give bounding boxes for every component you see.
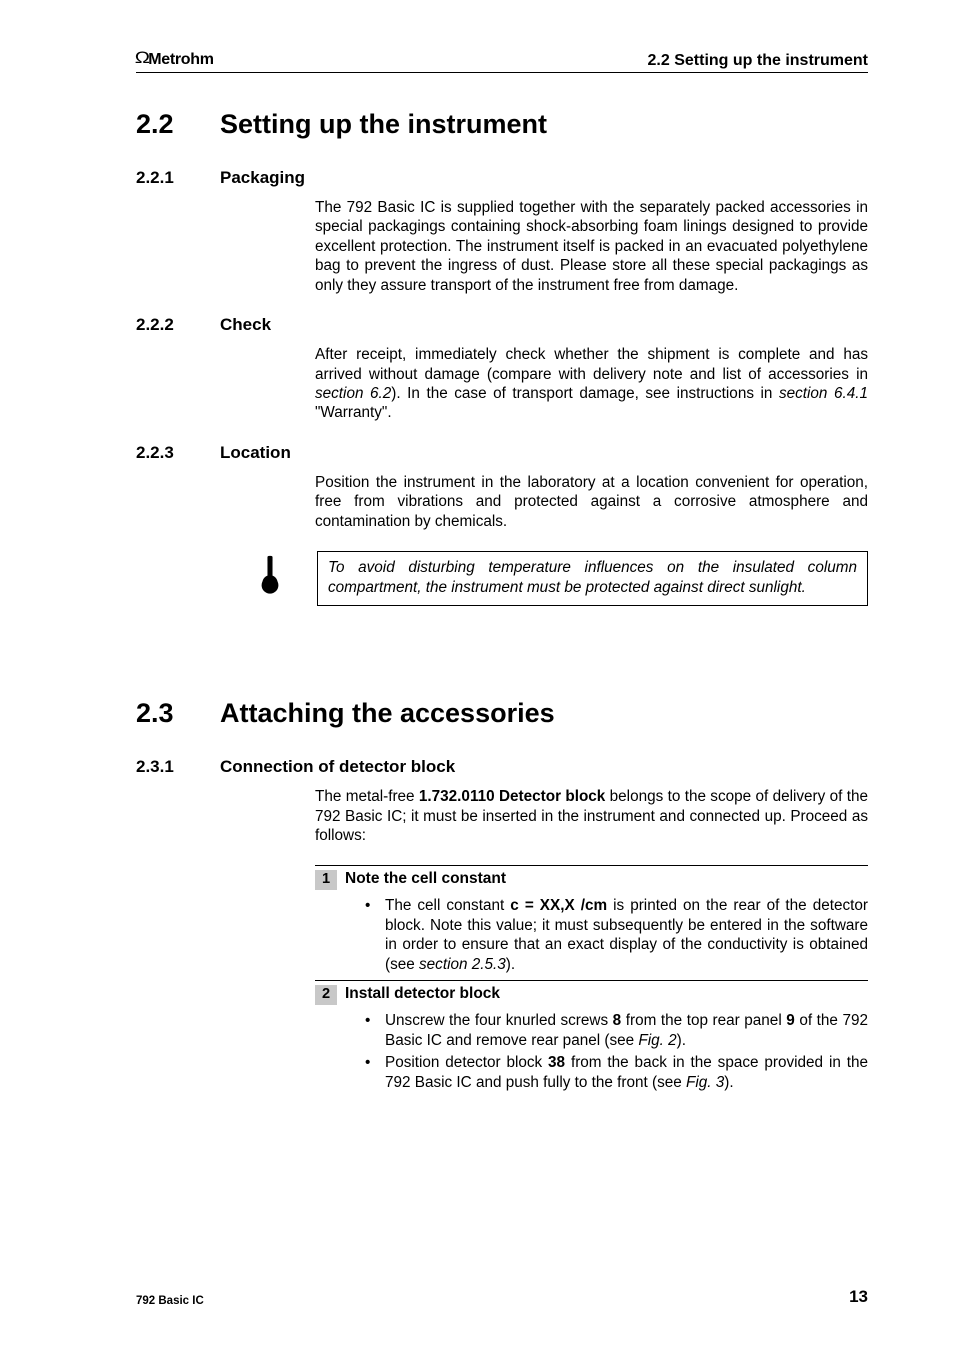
running-header-title: 2.2 Setting up the instrument bbox=[648, 52, 868, 70]
text: ). bbox=[724, 1074, 733, 1091]
step-number: 1 bbox=[315, 870, 337, 890]
subsection-heading: 2.2.1 Packaging bbox=[136, 168, 868, 188]
text-bold: 1.732.0110 Detector block bbox=[419, 788, 605, 805]
text-emphasis: section 6.4.1 bbox=[779, 385, 868, 402]
text: ). In the case of transport damage, see … bbox=[391, 385, 779, 402]
subsection-number: 2.2.3 bbox=[136, 443, 220, 463]
subsection-title: Check bbox=[220, 315, 271, 335]
text: "Warranty". bbox=[315, 404, 392, 421]
warning-icon bbox=[249, 555, 291, 597]
text: ). bbox=[506, 956, 515, 973]
footer-doc-title: 792 Basic IC bbox=[136, 1295, 204, 1307]
text: Unscrew the four knurled screws bbox=[385, 1012, 613, 1029]
page-header: ΩMetrohm 2.2 Setting up the instrument bbox=[136, 50, 868, 73]
warning-note: To avoid disturbing temperature influenc… bbox=[249, 551, 868, 606]
procedure-step: 1 Note the cell constant • The cell cons… bbox=[315, 865, 868, 974]
bullet-text: The cell constant c = XX,X /cm is printe… bbox=[385, 896, 868, 974]
text-heavy: 9 bbox=[786, 1012, 795, 1029]
paragraph: The 792 Basic IC is supplied together wi… bbox=[315, 198, 868, 295]
procedure-step: 2 Install detector block • Unscrew the f… bbox=[315, 980, 868, 1092]
subsection-heading: 2.2.3 Location bbox=[136, 443, 868, 463]
bullet-icon: • bbox=[365, 896, 385, 974]
subsection-title: Connection of detector block bbox=[220, 757, 455, 777]
section-title: Setting up the instrument bbox=[220, 109, 547, 140]
list-item: • The cell constant c = XX,X /cm is prin… bbox=[365, 896, 868, 974]
section-number: 2.3 bbox=[136, 698, 220, 729]
text: The cell constant bbox=[385, 897, 510, 914]
paragraph: After receipt, immediately check whether… bbox=[315, 345, 868, 423]
step-title: Note the cell constant bbox=[345, 870, 506, 888]
page-footer: 792 Basic IC 13 bbox=[136, 1287, 868, 1307]
bullet-text: Position detector block 38 from the back… bbox=[385, 1053, 868, 1092]
list-item: • Unscrew the four knurled screws 8 from… bbox=[365, 1011, 868, 1050]
step-title: Install detector block bbox=[345, 985, 500, 1003]
warning-text: To avoid disturbing temperature influenc… bbox=[317, 551, 868, 606]
section-heading: 2.3 Attaching the accessories bbox=[136, 698, 868, 729]
section-heading: 2.2 Setting up the instrument bbox=[136, 109, 868, 140]
text: ). bbox=[677, 1032, 686, 1049]
section-title: Attaching the accessories bbox=[220, 698, 555, 729]
brand-name: Metrohm bbox=[148, 51, 213, 69]
subsection-heading: 2.2.2 Check bbox=[136, 315, 868, 335]
paragraph: Position the instrument in the laborator… bbox=[315, 473, 868, 531]
spacer bbox=[136, 626, 868, 698]
subsection-number: 2.2.1 bbox=[136, 168, 220, 188]
text-emphasis: section 2.5.3 bbox=[419, 956, 506, 973]
step-header: 1 Note the cell constant bbox=[315, 870, 868, 890]
text: from the top rear panel bbox=[621, 1012, 786, 1029]
subsection-title: Location bbox=[220, 443, 291, 463]
page: ΩMetrohm 2.2 Setting up the instrument 2… bbox=[0, 0, 954, 1128]
footer-page-number: 13 bbox=[849, 1287, 868, 1307]
text-heavy: 8 bbox=[613, 1012, 622, 1029]
omega-icon: Ω bbox=[135, 48, 150, 68]
step-bullets: • Unscrew the four knurled screws 8 from… bbox=[365, 1011, 868, 1092]
subsection-number: 2.3.1 bbox=[136, 757, 220, 777]
divider bbox=[315, 865, 868, 866]
section-number: 2.2 bbox=[136, 109, 220, 140]
subsection-heading: 2.3.1 Connection of detector block bbox=[136, 757, 868, 777]
text: The metal-free bbox=[315, 788, 419, 805]
text-emphasis: section 6.2 bbox=[315, 385, 391, 402]
bullet-icon: • bbox=[365, 1053, 385, 1092]
bullet-icon: • bbox=[365, 1011, 385, 1050]
text-bold: c = XX,X /cm bbox=[510, 897, 607, 914]
text-emphasis: Fig. 3 bbox=[686, 1074, 724, 1091]
subsection-number: 2.2.2 bbox=[136, 315, 220, 335]
brand-logo: ΩMetrohm bbox=[136, 50, 214, 70]
paragraph: The metal-free 1.732.0110 Detector block… bbox=[315, 787, 868, 845]
divider bbox=[315, 980, 868, 981]
text-heavy: 38 bbox=[548, 1054, 565, 1071]
step-header: 2 Install detector block bbox=[315, 985, 868, 1005]
text-emphasis: Fig. 2 bbox=[638, 1032, 676, 1049]
text: Position detector block bbox=[385, 1054, 548, 1071]
step-number: 2 bbox=[315, 985, 337, 1005]
subsection-title: Packaging bbox=[220, 168, 305, 188]
list-item: • Position detector block 38 from the ba… bbox=[365, 1053, 868, 1092]
text: After receipt, immediately check whether… bbox=[315, 346, 868, 382]
step-bullets: • The cell constant c = XX,X /cm is prin… bbox=[365, 896, 868, 974]
bullet-text: Unscrew the four knurled screws 8 from t… bbox=[385, 1011, 868, 1050]
